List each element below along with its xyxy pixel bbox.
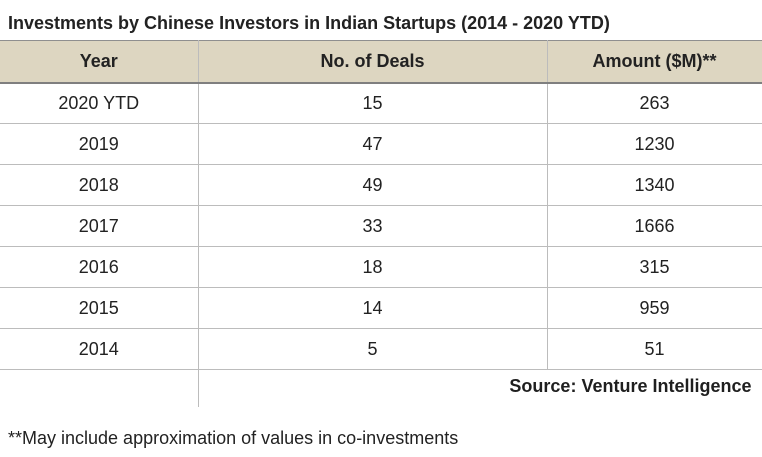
deals-cell: 14 bbox=[198, 287, 548, 329]
amount-cell: 959 bbox=[547, 287, 762, 329]
table-header: Year No. of Deals Amount ($M)** bbox=[0, 40, 762, 84]
header-row: Year No. of Deals Amount ($M)** bbox=[0, 40, 762, 84]
deals-cell: 47 bbox=[198, 123, 548, 165]
column-header-year: Year bbox=[0, 40, 199, 84]
source-spacer-cell bbox=[0, 369, 199, 407]
year-cell: 2018 bbox=[0, 164, 199, 206]
year-cell: 2020 YTD bbox=[0, 82, 199, 124]
table-row: 2016 18 315 bbox=[0, 246, 762, 288]
amount-cell: 263 bbox=[547, 82, 762, 124]
source-label: Source: Venture Intelligence bbox=[198, 367, 762, 405]
column-header-deals: No. of Deals bbox=[198, 40, 548, 84]
investment-table-container: Year No. of Deals Amount ($M)** 2020 YTD… bbox=[0, 40, 762, 412]
table-row: 2014 5 51 bbox=[0, 328, 762, 370]
source-row: Source: Venture Intelligence bbox=[0, 367, 762, 407]
year-cell: 2017 bbox=[0, 205, 199, 247]
amount-cell: 51 bbox=[547, 328, 762, 370]
table-row: 2018 49 1340 bbox=[0, 164, 762, 206]
footnote: **May include approximation of values in… bbox=[8, 428, 459, 448]
amount-cell: 1666 bbox=[547, 205, 762, 247]
amount-cell: 1340 bbox=[547, 164, 762, 206]
investment-table: Year No. of Deals Amount ($M)** 2020 YTD… bbox=[0, 40, 762, 407]
amount-cell: 1230 bbox=[547, 123, 762, 165]
deals-cell: 49 bbox=[198, 164, 548, 206]
deals-cell: 15 bbox=[198, 82, 548, 124]
table-body: 2020 YTD 15 263 2019 47 1230 2018 49 1340 2017 33 1… bbox=[0, 82, 762, 407]
deals-cell: 5 bbox=[198, 328, 548, 370]
table-title: Investments by Chinese Investors in Indi… bbox=[8, 13, 610, 33]
amount-cell: 315 bbox=[547, 246, 762, 288]
table-row: 2015 14 959 bbox=[0, 287, 762, 329]
table-row: 2017 33 1666 bbox=[0, 205, 762, 247]
year-cell: 2014 bbox=[0, 328, 199, 370]
table-row: 2020 YTD 15 263 bbox=[0, 82, 762, 124]
deals-cell: 18 bbox=[198, 246, 548, 288]
year-cell: 2016 bbox=[0, 246, 199, 288]
year-cell: 2015 bbox=[0, 287, 199, 329]
year-cell: 2019 bbox=[0, 123, 199, 165]
table-row: 2019 47 1230 bbox=[0, 123, 762, 165]
column-header-amount: Amount ($M)** bbox=[547, 40, 762, 84]
deals-cell: 33 bbox=[198, 205, 548, 247]
